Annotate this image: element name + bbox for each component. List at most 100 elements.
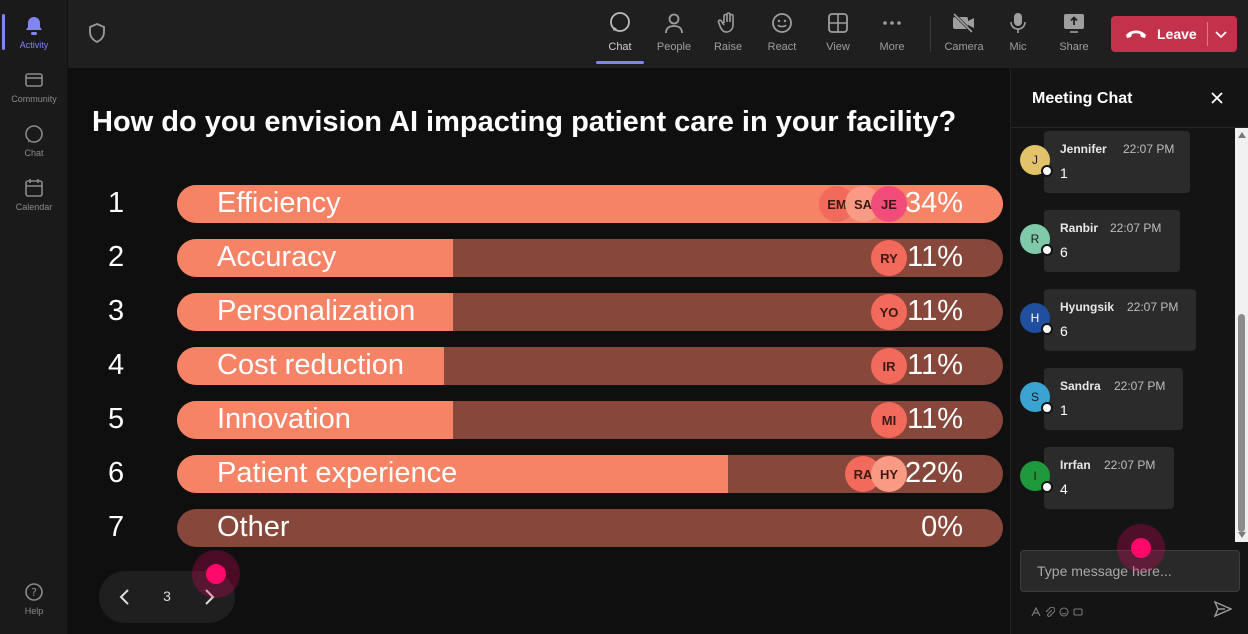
toolbar-label: React <box>767 41 797 53</box>
scrollbar-thumb[interactable] <box>1238 314 1245 532</box>
poll-option-row: 2 Accuracy 11% RY <box>68 239 1010 277</box>
avatar-initial: H <box>1030 311 1040 325</box>
poll-option-row: 6 Patient experience 22% RA HY <box>68 455 1010 493</box>
toolbar-more-button[interactable]: More <box>868 10 916 60</box>
toolbar-label: Camera <box>944 41 984 53</box>
toolbar-react-button[interactable]: React <box>758 10 806 60</box>
voter-avatars: IR <box>871 348 907 384</box>
message-time: 22:07 PM <box>1114 379 1166 393</box>
toolbar-label: View <box>826 41 850 53</box>
cursor-indicator <box>1117 524 1165 572</box>
presence-status-icon <box>1041 402 1053 414</box>
voter-avatar[interactable]: RY <box>871 240 907 276</box>
voter-avatar[interactable]: MI <box>871 402 907 438</box>
presence-status-icon <box>1041 244 1053 256</box>
message-input[interactable] <box>1021 551 1239 591</box>
option-label: Innovation <box>217 403 351 435</box>
rail-label: Chat <box>24 147 44 158</box>
avatar[interactable]: H <box>1020 303 1053 335</box>
avatar-initial: R <box>1030 232 1040 246</box>
message-bubble[interactable]: Jennifer 22:07 PM 1 <box>1044 131 1190 193</box>
rail-label: Help <box>24 605 44 616</box>
sender-name: Irrfan <box>1060 458 1091 472</box>
chat-message: Jennifer 22:07 PM 1 J <box>1011 131 1235 195</box>
option-number: 6 <box>108 457 125 489</box>
avatar[interactable]: J <box>1020 145 1053 177</box>
chat-title: Meeting Chat <box>1032 90 1133 107</box>
message-bubble[interactable]: Ranbir 22:07 PM 6 <box>1044 210 1180 272</box>
poll-option-row: 3 Personalization 11% YO <box>68 293 1010 331</box>
leave-button[interactable]: Leave <box>1111 16 1237 52</box>
chat-message: Hyungsik 22:07 PM 6 H <box>1011 289 1235 353</box>
scroll-down-arrow-icon[interactable] <box>1238 532 1246 538</box>
rail-item-activity[interactable]: Activity <box>0 6 68 58</box>
chat-icon <box>607 10 633 36</box>
toolbar-camera-button[interactable]: Camera <box>940 10 988 60</box>
mic-icon <box>1005 10 1031 36</box>
chevron-down-icon[interactable] <box>1214 27 1228 41</box>
emoji-icon[interactable] <box>1059 604 1069 617</box>
voter-avatar[interactable]: JE <box>871 186 907 222</box>
message-compose-box[interactable] <box>1020 550 1240 592</box>
option-bar-fill <box>177 347 444 385</box>
option-percent: 34% <box>904 187 963 219</box>
option-bar: Accuracy 11% RY <box>177 239 1003 277</box>
calendar-icon <box>23 177 45 199</box>
cursor-indicator <box>192 550 240 598</box>
toolbar-chat-button[interactable]: Chat <box>596 10 644 64</box>
toolbar-label: Chat <box>608 41 632 53</box>
community-icon <box>23 69 45 91</box>
people-icon <box>661 10 687 36</box>
rail-item-community[interactable]: Community <box>0 60 68 112</box>
option-bar: Cost reduction 11% IR <box>177 347 1003 385</box>
avatar[interactable]: I <box>1020 461 1053 493</box>
rail-item-calendar[interactable]: Calendar <box>0 168 68 220</box>
attach-icon[interactable] <box>1045 604 1056 617</box>
avatar[interactable]: S <box>1020 382 1053 414</box>
sender-name: Sandra <box>1060 379 1101 393</box>
format-icon[interactable] <box>1031 604 1041 617</box>
chevron-left-icon[interactable] <box>115 587 135 607</box>
toolbar-mic-button[interactable]: Mic <box>994 10 1042 60</box>
send-icon[interactable] <box>1213 600 1233 618</box>
voter-avatar[interactable]: YO <box>871 294 907 330</box>
chevron-right-icon[interactable] <box>199 587 219 607</box>
message-bubble[interactable]: Sandra 22:07 PM 1 <box>1044 368 1183 430</box>
shield-icon[interactable] <box>86 22 108 44</box>
chat-message-list[interactable]: Jennifer 22:07 PM 1 J Ranbir 22:07 PM 6 R Hyungs… <box>1011 128 1235 542</box>
toolbar-divider <box>930 16 931 52</box>
chat-scrollbar[interactable] <box>1235 128 1248 542</box>
message-text: 1 <box>1060 402 1068 418</box>
smile-icon <box>769 10 795 36</box>
option-percent: 11% <box>907 295 963 327</box>
rail-item-help[interactable]: ? Help <box>0 572 68 624</box>
voter-avatars: YO <box>871 294 907 330</box>
message-text: 4 <box>1060 481 1068 497</box>
option-number: 3 <box>108 295 125 327</box>
close-icon[interactable] <box>1209 90 1225 106</box>
help-icon: ? <box>23 581 45 603</box>
sender-name: Jennifer <box>1060 142 1107 156</box>
message-bubble[interactable]: Irrfan 22:07 PM 4 <box>1044 447 1174 509</box>
option-bar-fill <box>177 455 728 493</box>
voter-avatars: RY <box>871 240 907 276</box>
voter-avatar[interactable]: IR <box>871 348 907 384</box>
leave-divider <box>1207 22 1208 46</box>
toolbar-share-button[interactable]: Share <box>1050 10 1098 60</box>
toolbar-raise-button[interactable]: Raise <box>704 10 752 60</box>
voter-avatar[interactable]: HY <box>871 456 907 492</box>
rail-item-chat[interactable]: Chat <box>0 114 68 166</box>
toolbar-label: Share <box>1059 41 1089 53</box>
scroll-up-arrow-icon[interactable] <box>1238 132 1246 138</box>
voter-avatars: RA HY <box>845 456 907 492</box>
option-bar-fill <box>177 293 453 331</box>
toolbar-view-button[interactable]: View <box>814 10 862 60</box>
poll-option-row: 4 Cost reduction 11% IR <box>68 347 1010 385</box>
option-label: Efficiency <box>217 187 341 219</box>
toolbar-people-button[interactable]: People <box>650 10 698 60</box>
poll-option-row: 1 Efficiency 34% EM SA JE <box>68 185 1010 223</box>
option-label: Personalization <box>217 295 416 327</box>
gif-icon[interactable] <box>1073 604 1083 616</box>
message-bubble[interactable]: Hyungsik 22:07 PM 6 <box>1044 289 1196 351</box>
avatar[interactable]: R <box>1020 224 1053 256</box>
